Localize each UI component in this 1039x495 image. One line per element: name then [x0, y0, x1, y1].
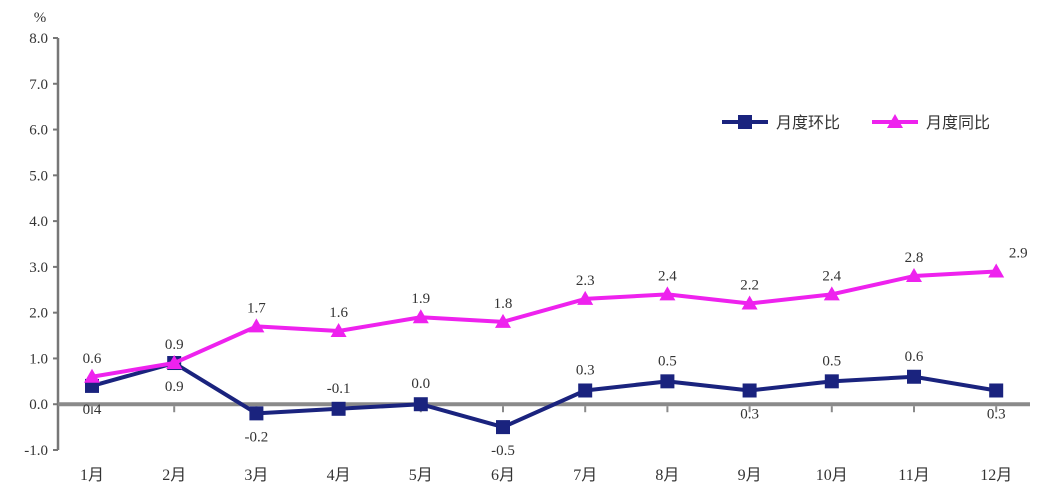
data-point-triangle [248, 318, 265, 333]
axes-group: 8.0 7.0 6.0 5.0 4.0 3.0 2.0 1.0 0.0 -1.0% 1月 2月 3月 4月… [24, 10, 1030, 484]
data-point-square [578, 383, 593, 398]
y-tick-label: 8.0 [29, 31, 48, 47]
y-tick-label: 5.0 [29, 168, 48, 184]
series-line-mom [91, 361, 997, 430]
series-group [84, 263, 1005, 435]
legend-label: 月度环比 [776, 114, 840, 132]
data-point-triangle [887, 114, 903, 128]
data-label-mom: 0.3 [576, 362, 595, 378]
data-label-mom: 0.5 [822, 353, 841, 369]
data-label-yoy: 1.7 [247, 300, 266, 316]
data-point-square [496, 420, 510, 435]
data-point-triangle [741, 295, 758, 310]
data-label-mom: 0.0 [411, 376, 430, 392]
data-point-triangle [906, 268, 922, 283]
data-point-triangle [495, 313, 511, 328]
x-tick-label: 2月 [162, 467, 186, 484]
legend-label: 月度同比 [926, 114, 990, 132]
data-point-square [738, 115, 752, 129]
series-line-yoy [91, 269, 997, 379]
x-tick-label: 9月 [738, 467, 762, 484]
y-axis-unit: % [34, 10, 47, 26]
x-tick-label: 11月 [898, 467, 929, 484]
data-point-triangle [84, 368, 100, 383]
x-tick-label: 1月 [80, 467, 104, 484]
x-tick-label: 3月 [244, 467, 268, 484]
data-label-yoy: 2.8 [905, 250, 924, 266]
data-point-triangle [659, 286, 676, 301]
data-point-square [331, 401, 346, 416]
data-label-mom: 0.3 [987, 406, 1006, 422]
data-label-mom: -0.5 [491, 443, 515, 459]
data-label-mom: 0.6 [905, 349, 924, 365]
data-point-square [742, 383, 757, 398]
data-label-yoy: 2.4 [658, 268, 677, 284]
data-point-triangle [330, 322, 347, 337]
data-label-yoy: 1.8 [494, 296, 513, 312]
data-point-square [249, 406, 264, 421]
data-label-yoy: 1.9 [411, 291, 430, 307]
x-tick-label: 10月 [816, 467, 848, 484]
y-tick-label: 6.0 [29, 123, 48, 139]
y-tick-label: 1.0 [29, 351, 48, 367]
x-tick-label: 5月 [409, 467, 433, 484]
data-label-yoy: 2.2 [740, 278, 759, 294]
x-tick-label: 7月 [573, 467, 597, 484]
data-label-yoy: 1.6 [329, 305, 348, 321]
data-point-square [989, 383, 1004, 398]
data-point-triangle [166, 355, 183, 370]
data-point-triangle [988, 263, 1005, 278]
data-point-square [907, 369, 921, 384]
legend: 月度环比 月度同比 [722, 114, 990, 132]
y-tick-label: -1.0 [24, 443, 48, 459]
x-tick-label: 12月 [980, 467, 1012, 484]
data-labels-group: 0.4 0.9 -0.2 -0.1 0.0 -0.5 0.3 0.5 0.3 0.5 0.6 0.3 0… [83, 245, 1028, 459]
x-tick-label: 8月 [655, 467, 679, 484]
data-point-square [660, 374, 675, 389]
y-tick-label: 7.0 [29, 77, 48, 93]
data-label-mom: 0.4 [83, 402, 102, 418]
data-label-yoy: 2.3 [576, 273, 595, 289]
data-label-yoy: 0.9 [165, 337, 184, 353]
data-label-yoy: 0.6 [83, 351, 102, 367]
data-point-square [413, 397, 428, 412]
y-tick-label: 0.0 [29, 397, 48, 413]
data-point-triangle [577, 290, 594, 305]
data-label-mom: 0.3 [740, 406, 759, 422]
data-point-square [824, 374, 839, 389]
data-label-mom: -0.2 [245, 429, 269, 445]
x-tick-label: 4月 [327, 467, 351, 484]
x-tick-label: 6月 [491, 467, 515, 484]
data-label-mom: 0.9 [165, 379, 184, 395]
data-point-triangle [823, 286, 840, 301]
data-point-triangle [412, 309, 429, 324]
data-label-yoy: 2.4 [822, 268, 841, 284]
y-tick-label: 3.0 [29, 260, 48, 276]
y-tick-label: 4.0 [29, 214, 48, 230]
data-label-yoy: 2.9 [1009, 245, 1028, 261]
data-label-mom: -0.1 [327, 381, 351, 397]
y-tick-label: 2.0 [29, 306, 48, 322]
data-label-mom: 0.5 [658, 353, 677, 369]
